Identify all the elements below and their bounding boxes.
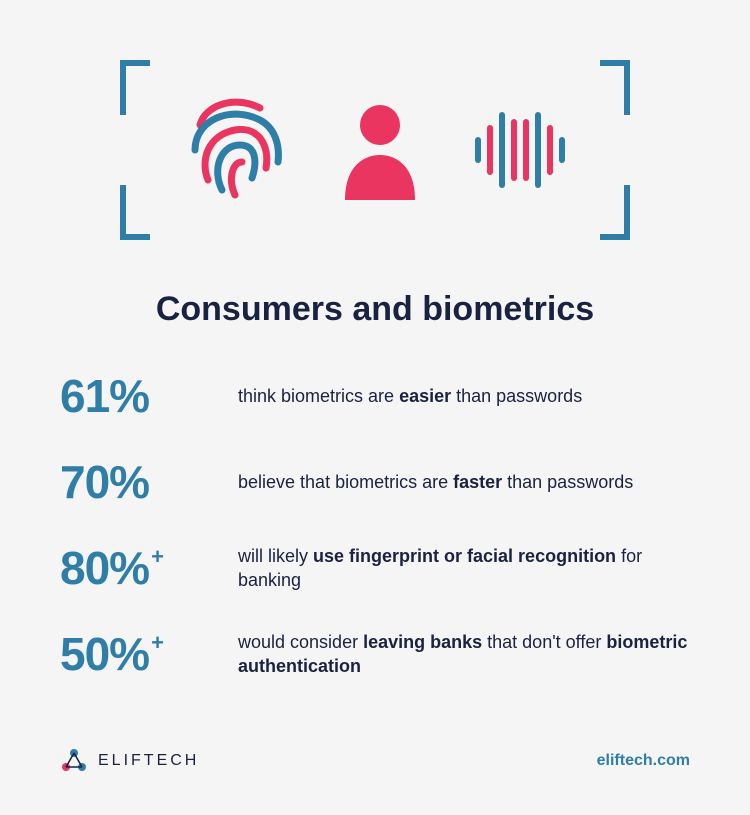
stats-list: 61% think biometrics are easier than pass…	[60, 369, 690, 717]
fingerprint-icon	[180, 90, 290, 210]
stat-description: would consider leaving banks that don't …	[238, 630, 690, 679]
stat-row: 50%+ would consider leaving banks that do…	[60, 627, 690, 681]
voice-wave-icon	[470, 100, 570, 200]
brand-name: ELIFTECH	[98, 752, 199, 770]
frame-corner	[600, 60, 630, 115]
frame-corner	[120, 185, 150, 240]
page-title: Consumers and biometrics	[60, 290, 690, 329]
person-icon	[340, 100, 420, 200]
brand-logo: ELIFTECH	[60, 747, 199, 775]
stat-row: 70% believe that biometrics are faster th…	[60, 455, 690, 509]
stat-row: 61% think biometrics are easier than pass…	[60, 369, 690, 423]
stat-description: will likely use fingerprint or facial re…	[238, 544, 690, 593]
hero-biometrics-frame	[120, 60, 630, 240]
footer: ELIFTECH eliftech.com	[60, 747, 690, 775]
frame-corner	[600, 185, 630, 240]
stat-percentage: 50%+	[60, 627, 210, 681]
stat-description: believe that biometrics are faster than …	[238, 470, 633, 494]
stat-percentage: 70%	[60, 455, 210, 509]
stat-row: 80%+ will likely use fingerprint or facia…	[60, 541, 690, 595]
logo-icon	[60, 747, 88, 775]
stat-percentage: 61%	[60, 369, 210, 423]
stat-description: think biometrics are easier than passwor…	[238, 384, 582, 408]
site-url: eliftech.com	[597, 752, 690, 770]
stat-percentage: 80%+	[60, 541, 210, 595]
frame-corner	[120, 60, 150, 115]
